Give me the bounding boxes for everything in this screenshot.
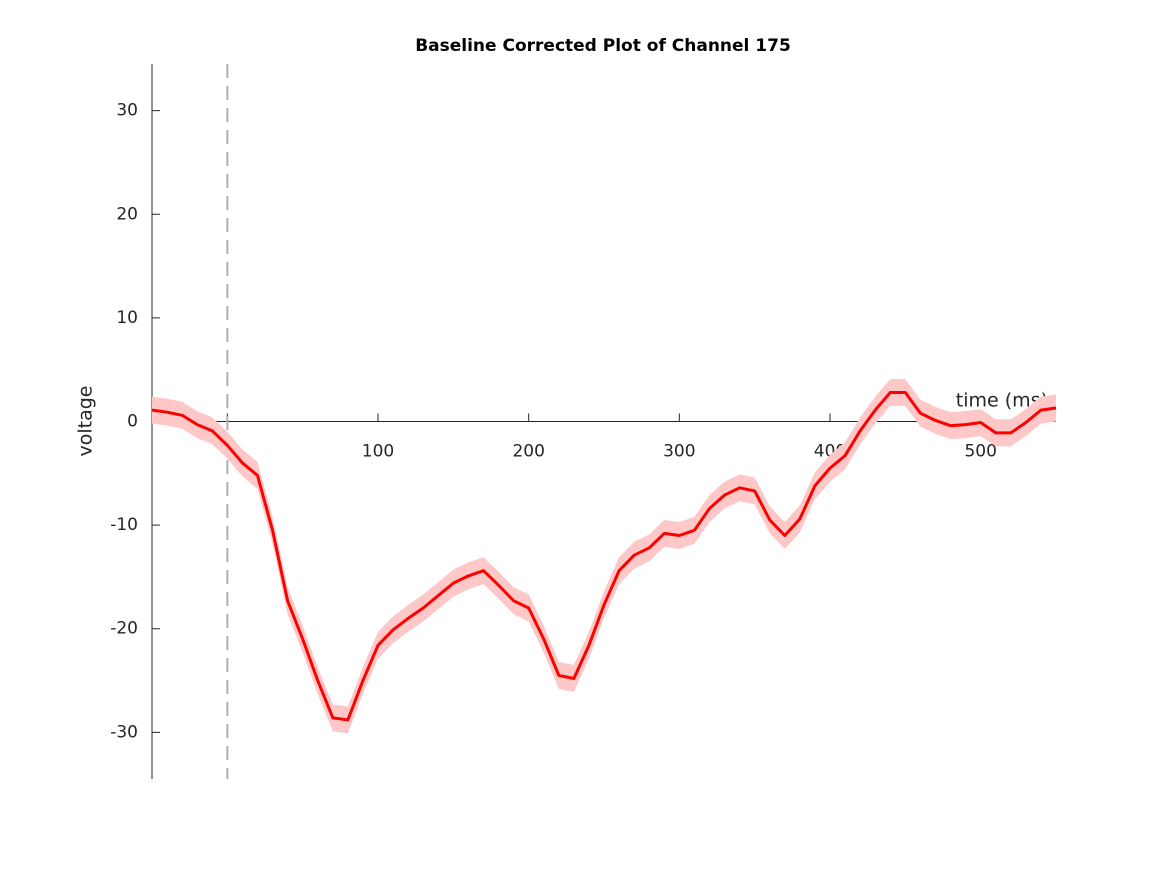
y-axis-label: voltage bbox=[75, 386, 97, 457]
x-axis-label: time (ms) bbox=[956, 390, 1048, 412]
x-tick-label: 200 bbox=[512, 442, 544, 462]
error-band bbox=[152, 379, 1056, 734]
x-tick-label: 300 bbox=[663, 442, 695, 462]
y-tick-label: -10 bbox=[110, 515, 138, 535]
y-tick-label: -20 bbox=[110, 619, 138, 639]
x-tick-label: 100 bbox=[362, 442, 394, 462]
y-tick-label: 20 bbox=[116, 204, 138, 224]
y-tick-label: 0 bbox=[127, 412, 138, 432]
mean-line bbox=[151, 390, 1057, 722]
x-tick-label: 500 bbox=[964, 442, 996, 462]
y-tick-label: 10 bbox=[116, 308, 138, 328]
y-tick-label: 30 bbox=[116, 101, 138, 121]
chart-title: Baseline Corrected Plot of Channel 175 bbox=[415, 36, 791, 56]
y-tick-label: -30 bbox=[110, 722, 138, 742]
